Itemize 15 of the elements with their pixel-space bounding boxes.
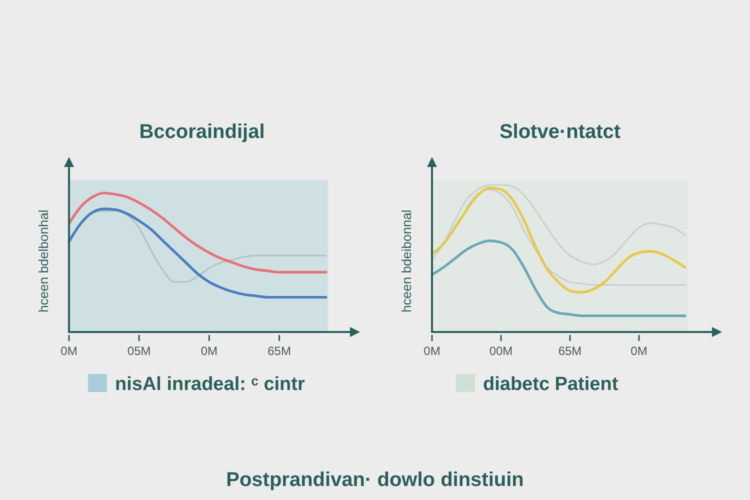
x-tick-label: 0M — [200, 344, 218, 358]
x-tick-label: 0M — [630, 344, 648, 358]
x-tick-label: 00M — [489, 344, 513, 358]
text: diabetc Patient — [483, 374, 619, 395]
x-tick-label: 65M — [558, 344, 582, 358]
text: nisAl inradeal: ᶜ cintr — [115, 374, 306, 395]
y-axis-title: hceen bdelbonhal — [36, 210, 51, 312]
x-tick-label: 05M — [127, 344, 151, 358]
chart-title: Slotve·ntatct — [499, 121, 621, 143]
y-axis-title: hceen bdeibonnal — [399, 210, 414, 312]
x-tick-label: 0M — [60, 344, 78, 358]
chart-title: Bccoraindijal — [139, 121, 265, 143]
text: Postprandivan· dowlo dinstiuin — [226, 469, 524, 491]
x-tick-label: 0M — [424, 344, 440, 358]
x-tick-label: 65M — [268, 344, 291, 358]
